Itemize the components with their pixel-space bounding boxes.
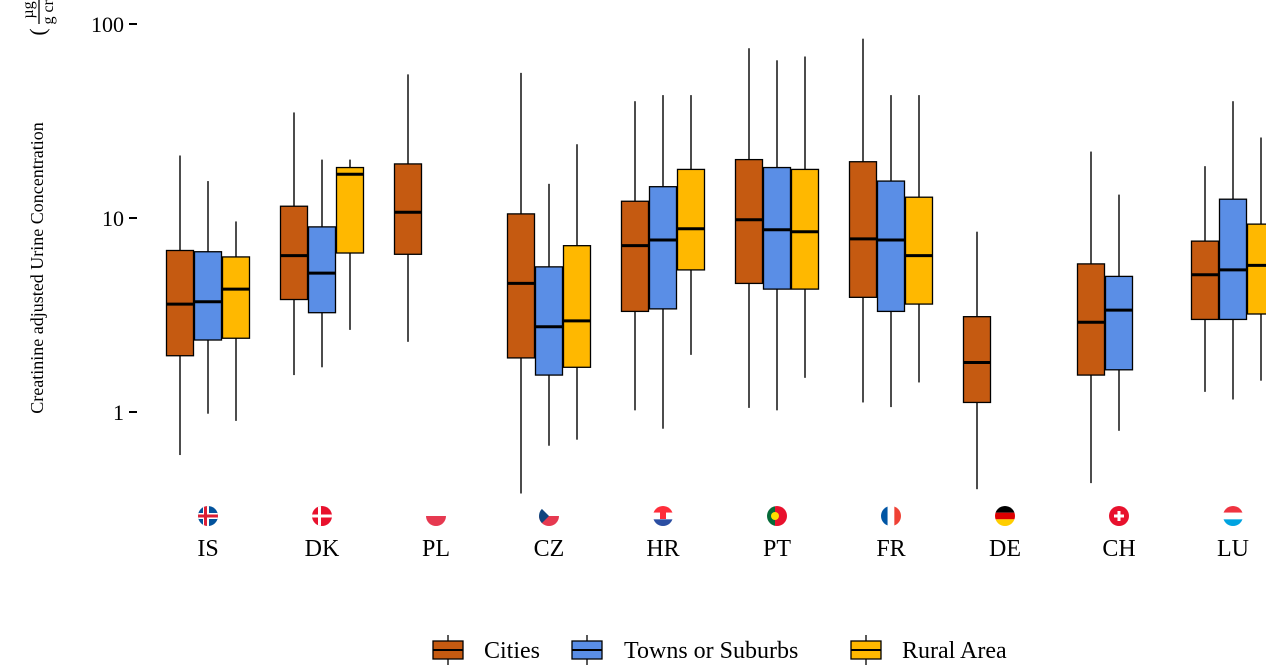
box-DK-2 [335,159,365,330]
boxplot-boxes [165,38,1266,494]
y-axis-label-text: Creatinine adjusted Urine Concentration [27,122,47,413]
box-LU-1 [1218,101,1248,400]
flag-iceland-icon [198,506,218,526]
box-HR-2 [676,95,706,355]
flag-denmark-icon [312,506,332,526]
x-tick-label-PT: PT [763,536,791,562]
box-iqr [1076,263,1106,376]
box-FR-1 [876,95,906,408]
box-PT-2 [790,56,820,378]
box-iqr [335,166,365,254]
box-DK-0 [279,112,309,376]
x-tick-label-PL: PL [422,536,450,562]
y-axis-unit-denominator: g crt [40,0,57,24]
box-iqr [1218,198,1248,321]
legend-item-2: Rural Area [850,635,1007,665]
box-HR-1 [648,95,678,429]
x-tick-label-IS: IS [197,536,218,562]
flag-germany-icon [995,506,1015,526]
box-PT-1 [762,60,792,411]
box-iqr [1104,275,1134,371]
y-axis-label: Creatinine adjusted Urine Concentration … [20,0,57,414]
box-iqr [534,266,564,376]
box-iqr [193,251,223,341]
x-tick-label-CH: CH [1102,536,1135,562]
x-tick-label-LU: LU [1217,536,1249,562]
box-CH-1 [1104,194,1134,431]
box-iqr [279,205,309,301]
box-IS-1 [193,181,223,414]
x-axis-labels: IS DK PL CZ HR PT FR DE CH LU [197,536,1249,562]
box-DE-0 [962,231,992,490]
box-iqr [904,196,934,305]
flag-poland-icon [426,506,446,526]
legend: Cities Towns or Suburbs Rural Area [432,635,1007,665]
box-PL-0 [393,74,423,342]
flag-switzerland-icon [1109,506,1129,526]
flag-luxembourg-icon [1223,506,1243,526]
box-iqr [962,316,992,404]
box-IS-2 [221,221,251,421]
box-iqr [393,163,423,255]
x-tick-label-CZ: CZ [534,536,565,562]
y-axis-unit-numerator: µg [20,1,37,18]
box-LU-0 [1190,166,1220,392]
box-HR-0 [620,101,650,411]
box-LU-2 [1246,137,1266,381]
box-IS-0 [165,155,195,456]
flag-croatia-icon [653,506,673,526]
country-flags [198,506,1243,526]
box-CH-0 [1076,151,1106,484]
x-tick-label-DK: DK [305,536,340,562]
y-axis: 1 10 100 [91,12,137,425]
box-iqr [562,245,592,368]
y-tick-label: 100 [91,12,124,37]
y-tick-label: 10 [102,206,124,231]
flag-france-icon [881,506,901,526]
box-DK-1 [307,159,337,368]
box-iqr [620,200,650,313]
x-tick-label-DE: DE [989,536,1021,562]
box-iqr [876,180,906,313]
y-axis-unit-paren-open: ( [25,28,50,35]
flag-portugal-icon [767,506,787,526]
box-iqr [790,168,820,290]
box-CZ-0 [506,72,536,494]
box-iqr [676,168,706,271]
box-iqr [1246,223,1266,315]
legend-label: Rural Area [902,638,1007,664]
box-iqr [506,213,536,359]
box-CZ-2 [562,144,592,440]
box-FR-0 [848,38,878,403]
box-PT-0 [734,48,764,408]
legend-item-0: Cities [432,635,540,665]
box-iqr [734,158,764,285]
box-iqr [221,256,251,339]
box-CZ-1 [534,183,564,446]
flag-czechia-icon [539,506,559,526]
box-iqr [1190,240,1220,321]
box-iqr [307,226,337,314]
legend-label: Cities [484,638,540,664]
x-tick-label-HR: HR [646,536,679,562]
box-iqr [648,186,678,310]
legend-label: Towns or Suburbs [624,638,798,664]
y-tick-label: 1 [113,400,124,425]
box-FR-2 [904,95,934,383]
box-iqr [848,161,878,298]
x-tick-label-FR: FR [876,536,905,562]
legend-item-1: Towns or Suburbs [571,635,798,665]
